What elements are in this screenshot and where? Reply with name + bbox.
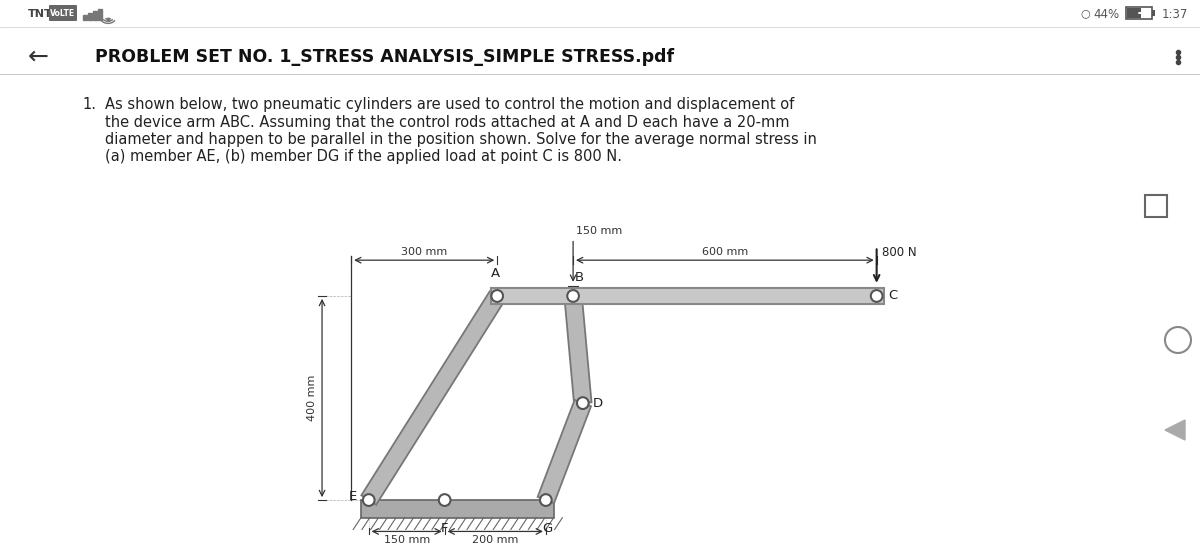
Text: TNT: TNT [28, 9, 53, 19]
Text: 150 mm: 150 mm [576, 225, 623, 235]
Text: the device arm ABC. Assuming that the control rods attached at A and D each have: the device arm ABC. Assuming that the co… [106, 115, 790, 130]
Text: D: D [593, 397, 602, 409]
Text: 200 mm: 200 mm [472, 535, 518, 545]
Polygon shape [361, 291, 504, 505]
Text: 600 mm: 600 mm [702, 247, 748, 257]
Polygon shape [538, 400, 590, 503]
Text: A: A [491, 267, 500, 280]
Circle shape [871, 290, 882, 302]
Circle shape [540, 494, 552, 506]
Bar [94, 11, 96, 20]
FancyBboxPatch shape [49, 5, 77, 21]
Text: diameter and happen to be parallel in the position shown. Solve for the average : diameter and happen to be parallel in th… [106, 132, 817, 147]
Polygon shape [1165, 420, 1186, 440]
Circle shape [491, 290, 503, 302]
Bar [1126, 7, 1152, 19]
Text: G: G [542, 522, 553, 535]
Text: 44%: 44% [1093, 8, 1120, 20]
Circle shape [362, 494, 374, 506]
Text: As shown below, two pneumatic cylinders are used to control the motion and displ: As shown below, two pneumatic cylinders … [106, 97, 794, 112]
Bar [1127, 8, 1141, 18]
Text: PROBLEM SET NO. 1_STRESS ANALYSIS_SIMPLE STRESS.pdf: PROBLEM SET NO. 1_STRESS ANALYSIS_SIMPLE… [95, 48, 674, 66]
Text: F: F [440, 522, 449, 535]
Text: B: B [575, 271, 584, 284]
Text: 150 mm: 150 mm [384, 535, 430, 545]
Text: 400 mm: 400 mm [307, 375, 317, 421]
Polygon shape [491, 288, 884, 304]
Bar [98, 9, 102, 20]
Circle shape [577, 397, 589, 409]
Bar [83, 15, 86, 20]
Bar [361, 500, 553, 517]
Text: 800 N: 800 N [882, 247, 917, 259]
Text: 1:37: 1:37 [1162, 8, 1188, 20]
Text: 300 mm: 300 mm [401, 247, 448, 257]
Bar [1145, 195, 1166, 217]
Text: (a) member AE, (b) member DG if the applied load at point C is 800 N.: (a) member AE, (b) member DG if the appl… [106, 150, 622, 165]
Bar [1152, 10, 1154, 16]
Bar [88, 13, 91, 20]
Text: E: E [349, 490, 358, 502]
Polygon shape [564, 295, 592, 404]
Text: ○: ○ [1080, 8, 1090, 18]
Text: 1.: 1. [82, 97, 96, 112]
Text: ←: ← [28, 45, 49, 69]
Text: C: C [888, 290, 898, 302]
Text: VoLTE: VoLTE [50, 9, 76, 18]
Circle shape [568, 290, 578, 302]
Circle shape [439, 494, 450, 506]
